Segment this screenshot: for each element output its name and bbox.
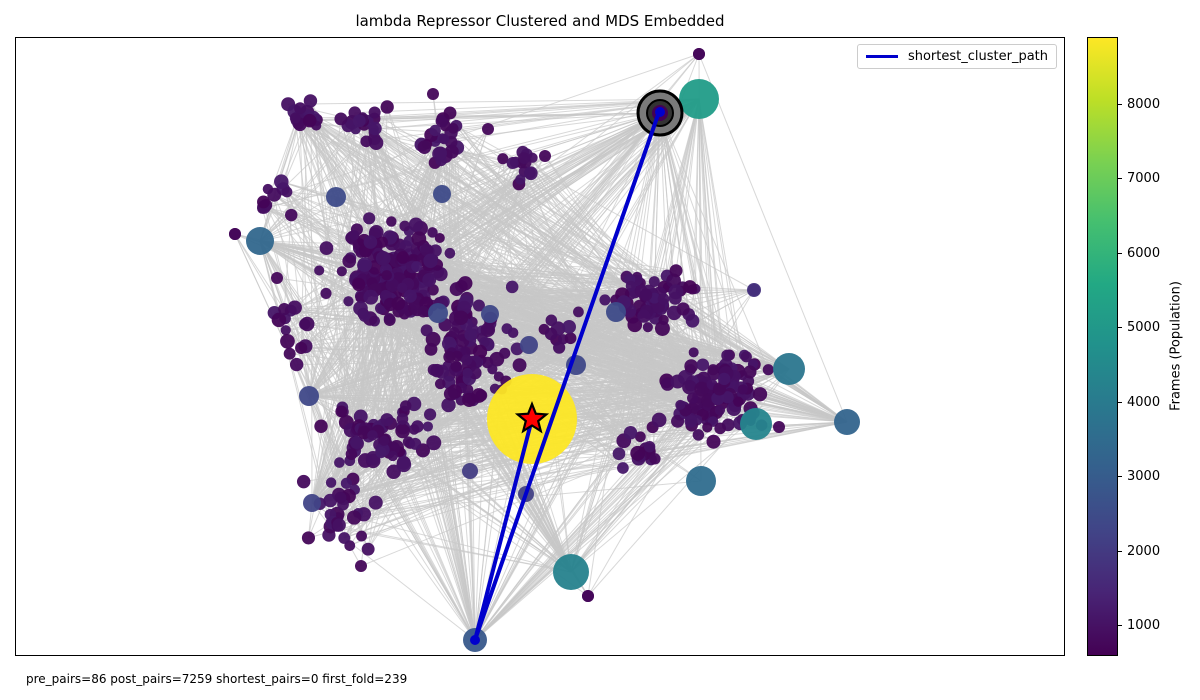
colorbar-tick: 7000 — [1118, 171, 1160, 186]
colorbar-tick: 8000 — [1118, 97, 1160, 112]
footer-stats: pre_pairs=86 post_pairs=7259 shortest_pa… — [26, 672, 408, 686]
colorbar — [1087, 37, 1118, 656]
legend: shortest_cluster_path — [856, 44, 1057, 69]
plot-area: shortest_cluster_path — [15, 37, 1065, 656]
colorbar-tick: 1000 — [1118, 618, 1160, 633]
chart-title: lambda Repressor Clustered and MDS Embed… — [355, 12, 725, 30]
colorbar-tick: 6000 — [1118, 246, 1160, 261]
colorbar-tick: 4000 — [1118, 395, 1160, 410]
colorbar-tick: 3000 — [1118, 469, 1160, 484]
legend-label: shortest_cluster_path — [907, 49, 1048, 64]
colorbar-tick: 5000 — [1118, 320, 1160, 335]
colorbar-tick: 2000 — [1118, 544, 1160, 559]
legend-line-swatch — [865, 55, 898, 58]
network-graph — [229, 48, 860, 652]
colorbar-label: Frames (Population) — [1168, 281, 1184, 411]
